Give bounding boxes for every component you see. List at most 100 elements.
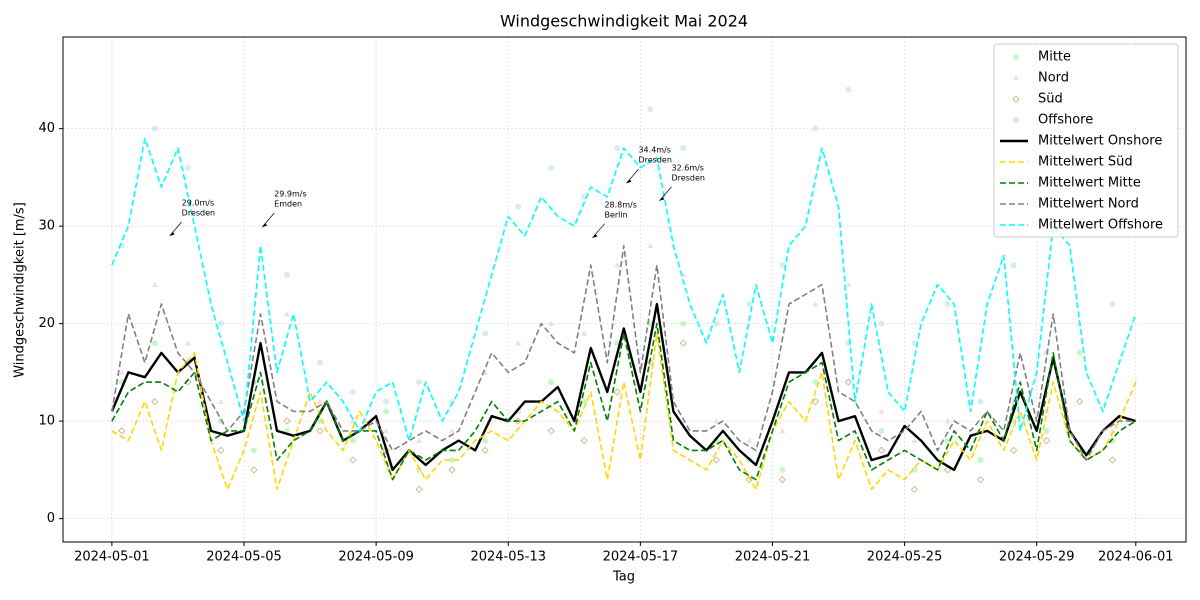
scatter-point [416, 437, 423, 444]
line-series [111, 137, 1137, 442]
scatter-point [548, 320, 555, 327]
scatter-point [910, 485, 919, 493]
x-tick-label: 2024-05-17 [603, 550, 679, 565]
scatter-point [844, 378, 853, 386]
annotation-text: Berlin [604, 210, 627, 219]
scatter-point [217, 446, 225, 454]
annotation-arrowhead [659, 196, 665, 201]
legend-label: Mittelwert Nord [1038, 197, 1139, 212]
scatter-point [283, 271, 290, 278]
scatter-point [151, 281, 158, 288]
scatter-point [877, 446, 886, 454]
scatter-point [1109, 456, 1117, 464]
scatter-point [976, 476, 985, 484]
x-tick-label: 2024-06-01 [1098, 550, 1174, 565]
scatter-point [349, 456, 357, 464]
scatter-point [383, 408, 390, 415]
y-tick-label: 20 [38, 316, 55, 331]
scatter-point [845, 86, 852, 93]
scatter-point [449, 457, 456, 464]
scatter-point [614, 145, 621, 152]
y-axis-label: Windgeschwindigkeit [m/s] [13, 202, 28, 378]
scatter-point [416, 379, 423, 386]
scatter-point [977, 457, 984, 464]
scatter-point [448, 466, 456, 474]
x-tick-label: 2024-05-05 [206, 550, 282, 565]
legend-label: Mittelwert Mitte [1038, 176, 1141, 191]
scatter-point [778, 476, 786, 484]
scatter-point [1109, 301, 1116, 308]
scatter-point [349, 437, 356, 444]
annotation-arrowhead [169, 231, 175, 236]
scatter-point [217, 320, 224, 327]
x-tick-label: 2024-05-13 [470, 550, 546, 565]
scatter-point [1076, 398, 1084, 406]
scatter-point [283, 417, 291, 425]
scatter-point [779, 427, 786, 434]
scatter-point [581, 398, 588, 405]
x-tick-label: 2024-05-25 [867, 550, 943, 565]
scatter-point [415, 485, 423, 493]
annotation-text: 32.6m/s [672, 163, 704, 172]
scatter-point [316, 427, 324, 435]
annotation-text: Dresden [638, 156, 671, 165]
y-tick-label: 10 [38, 414, 55, 429]
legend-label: Mittelwert Süd [1038, 155, 1133, 170]
scatter-point [680, 145, 687, 152]
annotation-text: 29.9m/s [274, 190, 306, 199]
annotation-arrowhead [592, 233, 598, 238]
legend-label: Süd [1038, 92, 1063, 107]
scatter-point [613, 388, 621, 396]
scatter-point [514, 417, 522, 425]
scatter-point [878, 320, 885, 327]
scatter-point [812, 125, 819, 132]
scatter-point [482, 437, 489, 444]
annotation-text: Dresden [182, 208, 215, 217]
y-tick-label: 40 [38, 121, 55, 136]
scatter-point [944, 418, 951, 424]
plot-frame [62, 36, 1187, 543]
scatter-point [746, 437, 753, 444]
scatter-point [746, 301, 753, 308]
scatter-point [911, 466, 918, 473]
legend-marker [1012, 95, 1020, 103]
scatter-point [1109, 437, 1116, 444]
scatter-point [679, 339, 687, 347]
scatter-point [1109, 427, 1116, 434]
legend-label: Mitte [1038, 50, 1071, 65]
scatter-point [383, 398, 390, 405]
scatter-point [449, 427, 456, 434]
annotation-arrowhead [626, 179, 632, 184]
scatter-point [416, 466, 423, 473]
line-series [111, 322, 1137, 481]
scatter-point [977, 398, 984, 405]
scatter-point [646, 359, 654, 367]
scatter-point [580, 437, 588, 445]
x-tick-label: 2024-05-21 [735, 550, 811, 565]
line-series [111, 332, 1137, 491]
scatter-point [250, 447, 257, 454]
legend-label: Offshore [1038, 113, 1093, 128]
scatter-point [779, 262, 786, 269]
scatter-point [547, 427, 555, 435]
x-axis-label: Tag [612, 570, 635, 585]
annotation-text: 34.4m/s [638, 146, 670, 155]
scatter-point [713, 418, 720, 424]
scatter-point [283, 310, 290, 317]
y-tick-label: 30 [38, 219, 55, 234]
x-tick-label: 2024-05-09 [338, 550, 414, 565]
legend-box [993, 43, 1179, 238]
scatter-point [548, 379, 555, 386]
scatter-series [118, 339, 1117, 493]
scatter-point [878, 427, 885, 434]
chart-title: Windgeschwindigkeit Mai 2024 [500, 12, 748, 31]
scatter-point [382, 446, 390, 454]
x-tick-label: 2024-05-01 [74, 550, 150, 565]
scatter-point [1010, 446, 1018, 454]
scatter-point [349, 388, 356, 395]
scatter-point [250, 466, 258, 474]
scatter-point [845, 281, 852, 288]
scatter-point [151, 340, 158, 347]
scatter-point [449, 398, 456, 405]
